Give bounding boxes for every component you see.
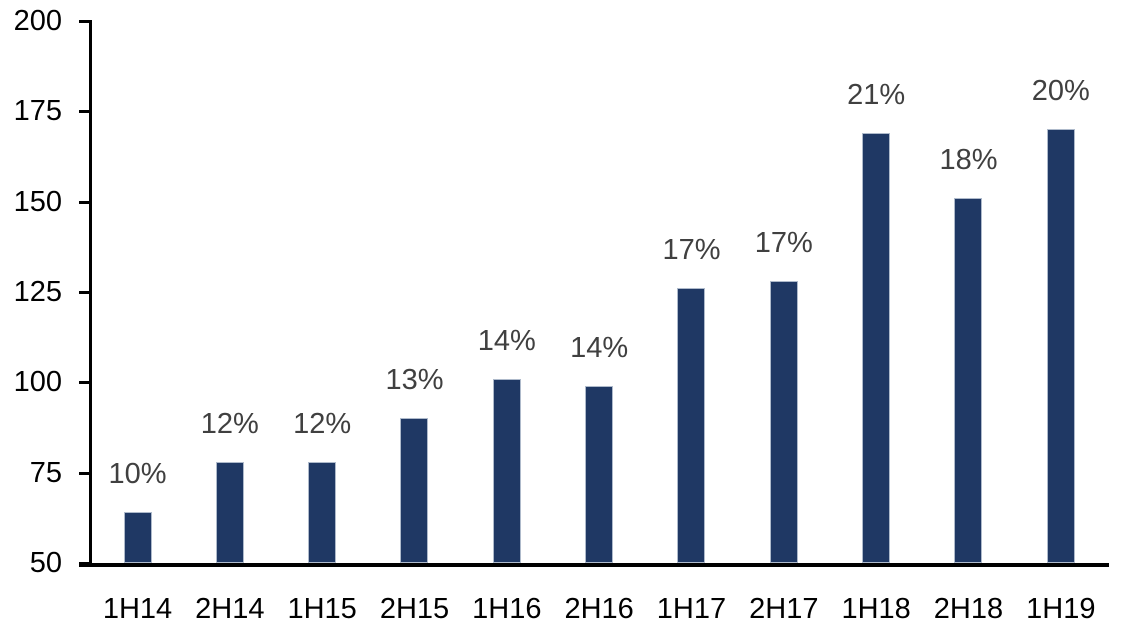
- y-tick-label: 125: [13, 276, 62, 308]
- y-tick-mark: [79, 562, 92, 565]
- bar-value-label: 17%: [662, 234, 721, 267]
- y-tick-label: 150: [13, 185, 62, 218]
- x-category-label: 1H14: [102, 593, 173, 625]
- bar-1h17: [677, 288, 706, 563]
- bar-1h15: [308, 461, 337, 563]
- bar-2h15: [400, 418, 429, 563]
- x-category-label: 2H17: [749, 593, 819, 625]
- x-category-label: 1H15: [287, 593, 357, 625]
- bar-value-label: 12%: [293, 407, 352, 440]
- bar-value-label: 18%: [939, 144, 998, 177]
- bar-value-label: 10%: [108, 458, 167, 491]
- y-tick-label: 75: [29, 456, 62, 489]
- y-tick-mark: [79, 291, 92, 294]
- x-category-label: 2H16: [564, 593, 634, 625]
- x-category-label: 2H15: [379, 593, 450, 625]
- bar-value-label: 14%: [477, 324, 536, 357]
- bar-value-label: 12%: [200, 407, 259, 440]
- x-axis-line: [79, 563, 1109, 567]
- y-tick-mark: [79, 200, 92, 204]
- bar-1h14: [123, 512, 152, 563]
- x-category-label: 1H17: [656, 593, 727, 625]
- x-category-label: 1H18: [841, 593, 911, 625]
- bar-2h18: [954, 198, 983, 563]
- bar-1h16: [492, 378, 521, 563]
- bar-2h17: [769, 281, 798, 563]
- y-tick-label: 100: [13, 366, 62, 399]
- x-category-label: 1H19: [1026, 593, 1096, 625]
- bar-value-label: 21%: [847, 79, 906, 111]
- y-tick-label: 175: [13, 95, 62, 128]
- bar-2h16: [585, 385, 614, 563]
- y-tick-label: 200: [13, 5, 62, 37]
- y-tick-mark: [79, 20, 92, 23]
- bar-1h19: [1046, 129, 1075, 563]
- bar-2h14: [215, 461, 244, 563]
- bar-1h18: [862, 133, 891, 563]
- bar-value-label: 13%: [385, 364, 444, 397]
- y-tick-label: 50: [29, 547, 62, 579]
- x-category-label: 2H18: [933, 593, 1004, 625]
- x-category-label: 1H16: [472, 593, 542, 625]
- y-tick-mark: [79, 381, 92, 385]
- y-tick-mark: [79, 110, 92, 114]
- y-axis-line: [89, 21, 92, 567]
- bar-value-label: 14%: [570, 331, 629, 364]
- y-tick-mark: [79, 471, 92, 475]
- bar-value-label: 20%: [1031, 75, 1090, 108]
- bar-value-label: 17%: [754, 227, 813, 260]
- x-category-label: 2H14: [195, 593, 265, 625]
